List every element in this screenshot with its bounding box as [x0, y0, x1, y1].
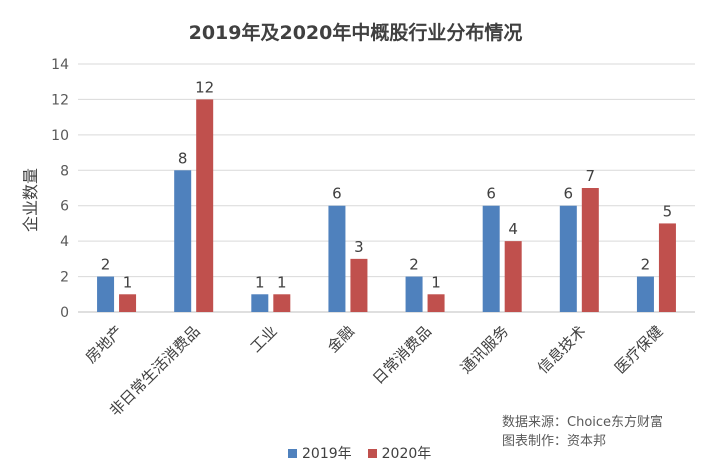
bar — [251, 294, 269, 312]
y-tick-label: 6 — [60, 199, 69, 215]
legend-label-2020: 2020年 — [381, 446, 432, 462]
legend-item-2019: 2019年 — [288, 443, 352, 463]
bar — [504, 241, 522, 312]
data-label: 2 — [409, 256, 419, 274]
chart-title: 2019年及2020年中概股行业分布情况 — [188, 22, 523, 44]
bar — [636, 276, 654, 312]
bar — [328, 205, 346, 312]
bar — [427, 294, 445, 312]
data-label: 3 — [354, 238, 364, 256]
y-tick-label: 4 — [60, 234, 69, 250]
y-tick-label: 2 — [60, 270, 69, 286]
data-label: 2 — [101, 256, 111, 274]
legend-swatch-2019 — [288, 448, 297, 458]
data-label: 4 — [508, 220, 518, 238]
bar — [581, 188, 599, 312]
x-tick-label: 金融 — [324, 322, 358, 356]
data-label: 1 — [255, 273, 265, 291]
bar — [559, 205, 577, 312]
data-label: 5 — [663, 202, 673, 220]
data-label: 2 — [641, 256, 651, 274]
data-label: 1 — [123, 273, 133, 291]
legend-label-2019: 2019年 — [302, 446, 352, 462]
bar — [97, 276, 115, 312]
chart-maker-note: 图表制作：资本邦 — [502, 434, 607, 449]
data-source-note: 数据来源：Choice东方财富 — [502, 415, 664, 430]
bar — [119, 294, 137, 312]
y-tick-label: 14 — [51, 57, 69, 73]
bar — [273, 294, 291, 312]
x-tick-label: 通讯服务 — [457, 322, 512, 377]
data-label: 6 — [332, 185, 342, 203]
bar — [350, 258, 368, 312]
data-label: 12 — [195, 78, 214, 96]
bar — [405, 276, 423, 312]
legend-item-2020: 2020年 — [367, 443, 432, 463]
data-label: 6 — [486, 185, 496, 203]
y-tick-label: 8 — [60, 163, 69, 179]
data-label: 7 — [586, 167, 596, 185]
y-tick-label: 12 — [51, 92, 69, 108]
data-label: 8 — [178, 149, 188, 167]
legend: 2019年 2020年 — [288, 443, 431, 463]
bar — [196, 99, 214, 312]
data-label: 6 — [564, 185, 574, 203]
bar — [174, 170, 192, 312]
y-tick-label: 10 — [51, 128, 69, 144]
x-tick-label: 信息技术 — [534, 322, 589, 377]
y-tick-label: 0 — [60, 305, 69, 321]
x-tick-label: 工业 — [247, 322, 281, 356]
bar — [482, 205, 500, 312]
x-tick-label: 日常消费品 — [369, 322, 435, 388]
data-label: 1 — [431, 273, 441, 291]
data-label: 1 — [277, 273, 287, 291]
bar — [658, 223, 676, 312]
x-tick-label: 医疗保健 — [611, 322, 666, 377]
legend-swatch-2020 — [367, 448, 377, 458]
x-tick-label: 房地产 — [82, 322, 127, 367]
